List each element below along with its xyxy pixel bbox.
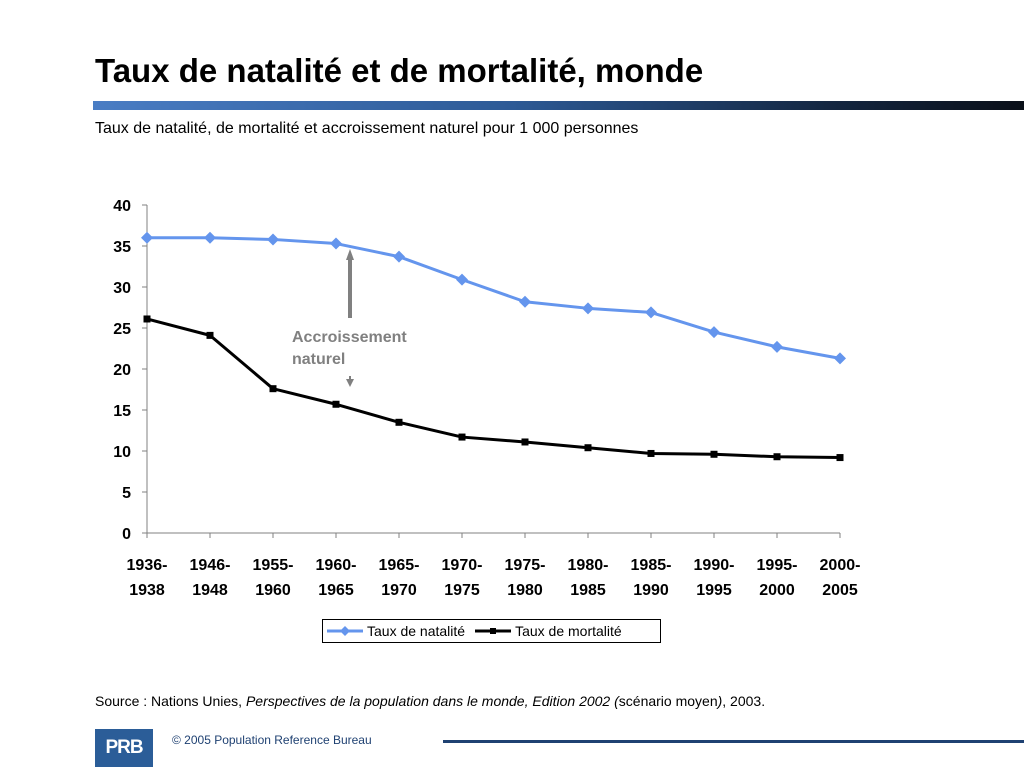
data-point-natalite: [645, 306, 657, 319]
data-point-mortalite: [143, 315, 151, 323]
data-point-mortalite: [836, 454, 844, 462]
data-point-mortalite: [773, 453, 781, 461]
annotation-label: naturel: [292, 351, 345, 368]
data-point-mortalite: [584, 444, 592, 452]
legend-label-mortalite: Taux de mortalité: [515, 623, 622, 639]
data-point-mortalite: [521, 438, 529, 446]
data-point-natalite: [330, 237, 342, 250]
x-tick-label: 1960: [255, 582, 291, 599]
data-point-mortalite: [647, 449, 655, 457]
legend-swatch-mortalite: [475, 628, 512, 634]
footer-rule: [443, 740, 1024, 743]
annotation-arrowhead-up: [346, 249, 354, 260]
chart-subtitle: Taux de natalité, de mortalité et accroi…: [95, 120, 639, 137]
y-tick-label: 10: [113, 444, 131, 461]
data-point-natalite: [204, 231, 216, 244]
y-tick-label: 15: [113, 403, 131, 420]
y-tick-label: 0: [122, 526, 131, 543]
source-note: Source : Nations Unies, Perspectives de …: [95, 693, 765, 709]
data-point-mortalite: [269, 385, 277, 393]
x-tick-label: 1965-: [379, 557, 420, 574]
x-tick-label: 1946-: [190, 557, 231, 574]
data-point-mortalite: [710, 450, 718, 458]
data-point-mortalite: [332, 400, 340, 408]
x-tick-label: 1990-: [694, 557, 735, 574]
x-tick-label: 1980-: [568, 557, 609, 574]
source-year: , 2003.: [722, 693, 766, 709]
y-tick-label: 5: [122, 485, 131, 502]
data-point-mortalite: [458, 433, 466, 441]
x-tick-label: 2005: [822, 582, 858, 599]
title-rule: [93, 101, 1024, 110]
series-line-natalite: [147, 236, 841, 360]
x-tick-label: 1975: [444, 582, 480, 599]
annotation-arrowhead-down: [346, 379, 354, 387]
x-tick-label: 1995-: [757, 557, 798, 574]
data-point-natalite: [267, 233, 279, 246]
data-point-natalite: [708, 326, 720, 339]
legend-item-mortalite: Taux de mortalité: [475, 623, 622, 639]
source-scenario: scénario moyen: [618, 693, 718, 709]
source-prefix: Source : Nations Unies,: [95, 693, 246, 709]
legend-label-natalite: Taux de natalité: [367, 623, 466, 639]
legend-swatch-natalite: [327, 626, 363, 636]
x-tick-label: 1970: [381, 582, 417, 599]
x-tick-label: 1995: [696, 582, 732, 599]
source-title: Perspectives de la population dans le mo…: [245, 693, 619, 709]
data-point-mortalite: [395, 418, 403, 426]
legend-item-natalite: Taux de natalité: [327, 623, 465, 639]
x-tick-label: 1965: [318, 582, 354, 599]
x-tick-label: 1960-: [316, 557, 357, 574]
data-point-natalite: [456, 273, 468, 286]
x-tick-label: 1938: [129, 582, 165, 599]
chart-legend: Taux de natalité Taux de mortalité: [322, 619, 661, 643]
x-tick-label: 1985: [570, 582, 606, 599]
x-tick-label: 2000-: [820, 557, 861, 574]
data-point-natalite: [393, 250, 405, 263]
x-tick-label: 2000: [759, 582, 795, 599]
data-point-natalite: [771, 340, 783, 353]
x-tick-label: 1990: [633, 582, 669, 599]
y-tick-label: 30: [113, 280, 131, 297]
x-tick-label: 1985-: [631, 557, 672, 574]
data-point-natalite: [519, 295, 531, 308]
x-tick-label: 1970-: [442, 557, 483, 574]
slide-title: Taux de natalité et de mortalité, monde: [95, 52, 704, 89]
source-paren: ): [717, 693, 723, 709]
annotation-label: Accroissement: [292, 329, 407, 346]
data-point-natalite: [141, 231, 153, 244]
series-line-mortalite: [146, 317, 841, 460]
x-tick-label: 1955-: [253, 557, 294, 574]
x-tick-label: 1975-: [505, 557, 546, 574]
data-point-natalite: [582, 302, 594, 315]
x-tick-label: 1948: [192, 582, 228, 599]
x-tick-label: 1936-: [127, 557, 168, 574]
y-tick-label: 40: [113, 198, 131, 215]
copyright: © 2005 Population Reference Bureau: [172, 733, 372, 747]
y-tick-label: 25: [113, 321, 131, 338]
x-tick-label: 1980: [507, 582, 543, 599]
data-point-mortalite: [206, 331, 214, 339]
y-tick-label: 20: [113, 362, 131, 379]
prb-logo: PRB: [95, 729, 153, 767]
data-point-natalite: [834, 352, 846, 365]
y-tick-label: 35: [113, 239, 131, 256]
